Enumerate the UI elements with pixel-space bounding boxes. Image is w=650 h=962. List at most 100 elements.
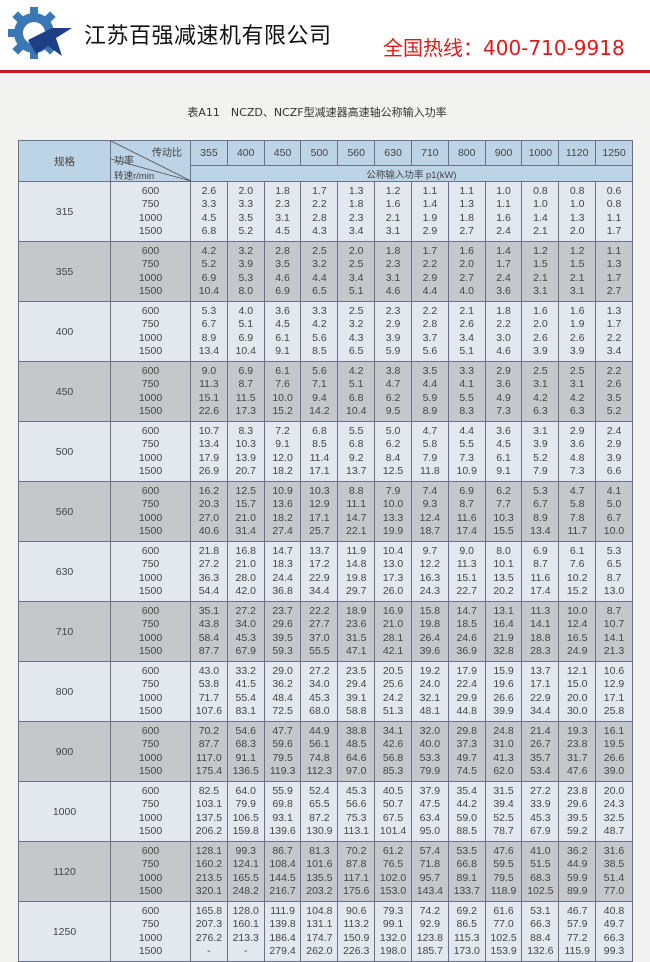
- power-value: 2.5: [312, 244, 327, 257]
- header-divider: [0, 70, 650, 73]
- power-value: 48.7: [603, 824, 625, 837]
- power-value: 51.4: [603, 871, 625, 884]
- power-value: 13.4: [198, 344, 220, 357]
- power-value: 19.5: [603, 738, 625, 751]
- power-value: 6.7: [606, 511, 622, 524]
- speed-value: 750: [141, 378, 160, 391]
- power-value: 19.9: [382, 524, 404, 537]
- power-value: 10.7: [603, 618, 625, 631]
- power-value: 2.6: [569, 331, 585, 344]
- power-value: 19.8: [346, 571, 367, 584]
- power-value: 36.9: [456, 644, 477, 657]
- power-value: 1.4: [496, 244, 511, 257]
- speed-value: 600: [141, 604, 160, 617]
- speed-value: 600: [141, 784, 160, 797]
- power-cell: 61.2 76.5 102.0 153.0: [374, 841, 412, 902]
- power-value: 3.2: [312, 258, 327, 271]
- speed-value: 600: [141, 544, 160, 557]
- power-cell: 7.2 9.1 12.0 18.2: [263, 421, 302, 482]
- power-value: 3.2: [238, 244, 254, 257]
- power-value: 20.5: [382, 664, 404, 677]
- power-value: 1.6: [569, 304, 585, 317]
- power-value: 13.7: [530, 664, 551, 677]
- power-value: 7.7: [496, 498, 511, 511]
- power-value: 14.7: [456, 604, 477, 617]
- power-value: 10.0: [566, 604, 588, 617]
- power-cell: 3.6 4.5 6.1 9.1: [484, 421, 523, 482]
- speed-value: 1500: [138, 644, 163, 657]
- power-value: 113.1: [343, 824, 369, 837]
- power-cell: 12.5 15.7 21.0 31.4: [226, 481, 265, 542]
- power-value: 7.6: [569, 558, 585, 571]
- size-group-450: 450 600 750 1000 1500 9.0 11.3 15.1 22.6 6.9 8.7 11…: [18, 361, 633, 422]
- power-value: 21.0: [235, 511, 256, 524]
- power-cell: 1.2 1.5 2.1 3.1: [558, 241, 597, 302]
- power-value: 20.7: [235, 464, 256, 477]
- power-value: 21.3: [603, 644, 625, 657]
- power-value: 2.1: [533, 271, 548, 284]
- power-value: 5.6: [312, 364, 327, 377]
- power-cell: 61.6 77.0 102.5 153.9: [484, 901, 523, 962]
- power-value: 4.3: [348, 331, 364, 344]
- power-value: 68.3: [530, 871, 551, 884]
- power-value: 136.5: [232, 764, 259, 777]
- power-value: 2.6: [606, 378, 622, 391]
- power-value: 2.0: [238, 184, 254, 197]
- power-value: 74.2: [419, 904, 441, 917]
- power-cell: 1.1 1.3 1.7 2.7: [595, 241, 633, 302]
- power-value: 4.8: [569, 451, 585, 464]
- power-cell: 57.4 71.8 95.7 143.4: [410, 841, 449, 902]
- power-value: 22.2: [309, 604, 330, 617]
- power-value: 18.2: [272, 464, 293, 477]
- power-value: 2.3: [275, 198, 290, 211]
- power-value: 13.1: [493, 604, 514, 617]
- power-value: 8.0: [496, 544, 511, 557]
- speed-cell: 600 750 1000 1500: [110, 421, 191, 482]
- power-value: 23.5: [346, 664, 367, 677]
- power-value: 6.2: [496, 484, 511, 497]
- power-value: 5.5: [459, 438, 475, 451]
- speed-value: 600: [141, 724, 160, 737]
- power-value: 79.5: [272, 751, 293, 764]
- power-cell: 2.8 3.5 4.6 6.9: [263, 241, 302, 302]
- power-value: 4.7: [385, 378, 401, 391]
- speed-cell: 600 750 1000 1500: [110, 721, 191, 782]
- power-cell: 7.9 10.0 13.3 19.9: [374, 481, 412, 542]
- power-value: 19.8: [419, 618, 441, 631]
- power-value: 21.0: [235, 558, 256, 571]
- power-cell: 1.2 1.6 2.1 3.1: [374, 181, 412, 242]
- power-value: 4.0: [238, 304, 254, 317]
- power-value: 49.7: [456, 751, 477, 764]
- power-value: 7.8: [569, 511, 585, 524]
- power-value: 2.1: [385, 211, 401, 224]
- power-value: 48.4: [272, 691, 293, 704]
- power-value: 24.6: [456, 631, 477, 644]
- power-value: 4.4: [422, 284, 438, 297]
- power-value: 4.6: [275, 271, 290, 284]
- diagonal-header-cell: 传动比 功率 转速r/min: [110, 140, 191, 182]
- power-value: 2.9: [569, 424, 585, 437]
- power-value: 6.9: [238, 364, 254, 377]
- power-value: 2.2: [422, 258, 438, 271]
- power-cell: 2.6 3.3 4.5 6.8: [190, 181, 228, 242]
- power-value: 8.8: [348, 484, 364, 497]
- power-value: 88.5: [456, 824, 477, 837]
- power-value: 32.0: [419, 724, 441, 737]
- power-value: 18.5: [456, 618, 477, 631]
- power-value: 7.3: [569, 464, 585, 477]
- power-value: 1.1: [606, 211, 622, 224]
- power-value: 3.1: [385, 224, 401, 237]
- power-cell: 2.4 2.9 3.9 6.6: [595, 421, 633, 482]
- power-value: 226.3: [343, 944, 370, 957]
- speed-value: 1000: [138, 211, 163, 224]
- speed-cell: 600 750 1000 1500: [110, 481, 191, 542]
- power-unit-header: 公称输入功率 p1(kW): [190, 165, 633, 182]
- speed-value: 1500: [138, 824, 163, 837]
- power-value: 74.8: [309, 751, 330, 764]
- power-cell: 23.7 29.6 39.5 59.3: [263, 601, 302, 662]
- speed-value: 750: [141, 558, 160, 571]
- power-value: 9.0: [201, 364, 217, 377]
- power-cell: 21.8 27.2 36.3 54.4: [190, 541, 228, 602]
- power-value: 82.5: [198, 784, 220, 797]
- power-cell: 99.3 124.1 165.5 248.2: [226, 841, 265, 902]
